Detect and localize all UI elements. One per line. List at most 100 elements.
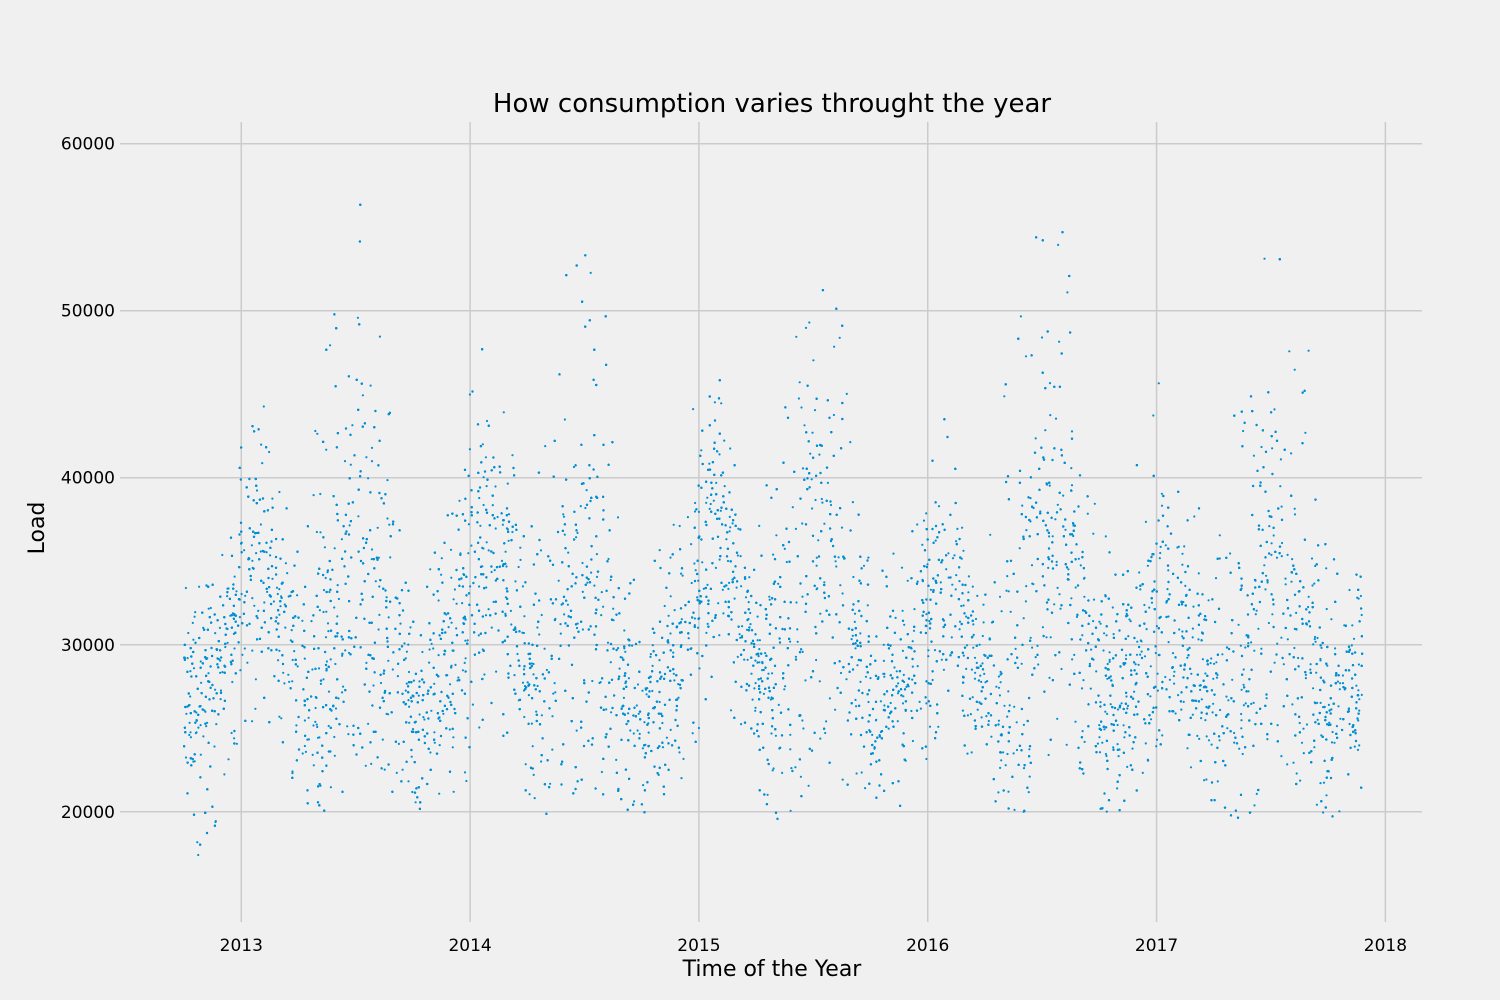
- data-point: [1116, 708, 1120, 711]
- data-point: [1074, 720, 1077, 723]
- data-point: [230, 731, 233, 735]
- data-point: [1148, 606, 1151, 609]
- data-point: [440, 573, 443, 576]
- data-point: [595, 575, 599, 579]
- data-point: [365, 456, 368, 459]
- data-point: [966, 752, 969, 755]
- data-point: [239, 669, 242, 672]
- data-point: [789, 640, 792, 643]
- data-point: [747, 601, 750, 604]
- data-point: [1034, 656, 1037, 659]
- data-point: [301, 752, 304, 755]
- data-point: [1266, 738, 1269, 741]
- data-point: [421, 650, 424, 654]
- data-point: [1112, 746, 1115, 749]
- data-point: [1304, 677, 1307, 680]
- data-point: [797, 397, 801, 400]
- data-point: [251, 559, 254, 562]
- data-point: [1276, 724, 1279, 727]
- data-point: [1241, 752, 1244, 756]
- data-point: [777, 703, 780, 707]
- data-point: [669, 728, 672, 732]
- data-point: [736, 655, 739, 659]
- data-point: [231, 680, 234, 684]
- data-point: [341, 654, 344, 657]
- data-point: [766, 793, 769, 796]
- data-point: [383, 768, 386, 771]
- data-point: [278, 649, 281, 652]
- data-point: [365, 661, 368, 665]
- data-point: [733, 597, 736, 600]
- data-point: [925, 613, 928, 616]
- data-point: [448, 728, 451, 731]
- data-point: [278, 715, 281, 718]
- data-point: [1137, 663, 1140, 666]
- data-point: [901, 609, 904, 612]
- data-point: [329, 658, 332, 661]
- data-point: [882, 643, 885, 646]
- data-point: [1044, 429, 1047, 432]
- data-point: [1173, 682, 1176, 685]
- data-point: [1093, 502, 1096, 505]
- data-point: [1279, 458, 1282, 461]
- data-point: [557, 579, 560, 582]
- data-point: [1159, 551, 1162, 555]
- data-point: [1048, 676, 1051, 679]
- data-point: [540, 613, 543, 617]
- data-point: [324, 636, 328, 639]
- data-point: [623, 629, 626, 632]
- data-point: [1320, 646, 1323, 650]
- data-point: [1334, 647, 1337, 650]
- data-point: [696, 626, 700, 629]
- data-point: [195, 731, 198, 734]
- data-point: [1081, 634, 1084, 637]
- data-point: [1077, 557, 1080, 560]
- data-point: [918, 700, 921, 704]
- data-point: [593, 584, 596, 587]
- data-point: [591, 679, 594, 683]
- data-point: [1140, 640, 1143, 643]
- data-point: [1210, 743, 1213, 746]
- data-point: [221, 671, 224, 674]
- data-point: [1126, 704, 1130, 708]
- data-point: [1155, 738, 1159, 741]
- data-point: [1144, 520, 1147, 524]
- data-point: [1041, 626, 1044, 629]
- data-point: [771, 672, 774, 675]
- data-point: [934, 539, 937, 542]
- data-point: [481, 546, 484, 550]
- data-point: [1032, 506, 1035, 510]
- data-point: [975, 661, 978, 665]
- data-point: [693, 562, 696, 565]
- data-point: [1181, 552, 1184, 555]
- data-point: [956, 527, 959, 531]
- data-point: [1238, 747, 1241, 750]
- data-point: [1204, 672, 1207, 675]
- data-point: [1280, 555, 1283, 558]
- data-point: [1171, 652, 1175, 655]
- data-point: [1081, 730, 1084, 733]
- data-point: [469, 585, 472, 588]
- data-point: [514, 580, 517, 583]
- data-point: [401, 768, 404, 771]
- data-point: [403, 642, 406, 645]
- data-point: [1173, 670, 1176, 673]
- data-point: [336, 584, 339, 587]
- data-point: [1084, 610, 1087, 613]
- data-point: [925, 702, 928, 705]
- data-point: [514, 626, 517, 629]
- data-point: [817, 539, 820, 542]
- data-point: [815, 564, 818, 567]
- data-point: [1244, 702, 1247, 705]
- data-point: [521, 585, 525, 588]
- data-point: [461, 669, 464, 672]
- data-point: [1045, 636, 1048, 639]
- data-point: [989, 533, 992, 536]
- data-point: [832, 413, 836, 417]
- data-point: [981, 662, 984, 665]
- data-point: [1143, 655, 1147, 658]
- data-point: [1189, 766, 1193, 769]
- data-point: [708, 462, 711, 465]
- data-point: [1197, 572, 1200, 575]
- data-point: [740, 585, 743, 588]
